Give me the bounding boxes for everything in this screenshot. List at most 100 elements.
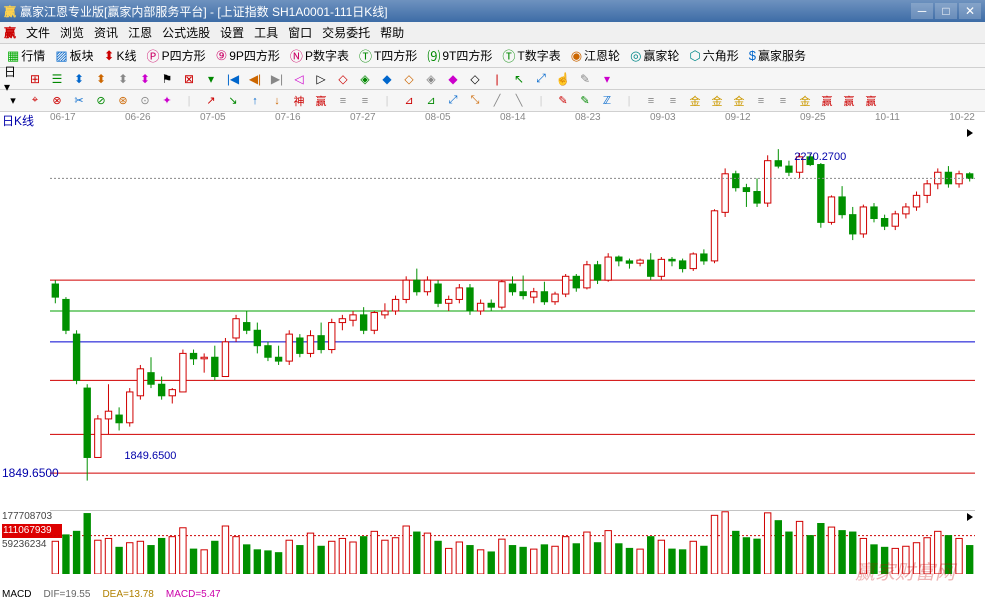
tool-icon[interactable]: ⊿	[422, 93, 440, 109]
tool-icon[interactable]: ⊗	[48, 93, 66, 109]
toolbar-hex[interactable]: ⬡六角形	[686, 46, 741, 65]
tool-icon[interactable]: ℤ	[598, 93, 616, 109]
tool-icon[interactable]: ⚑	[158, 71, 176, 87]
tool-icon[interactable]: ✎	[554, 93, 572, 109]
menu-item[interactable]: 帮助	[380, 24, 404, 41]
tool-icon[interactable]: |	[180, 93, 198, 109]
menu-item[interactable]: 资讯	[94, 24, 118, 41]
tool-icon[interactable]: ⤢	[532, 71, 550, 87]
menu-item[interactable]: 文件	[26, 24, 50, 41]
menu-item[interactable]: 设置	[220, 24, 244, 41]
tool-icon[interactable]: ⬍	[114, 71, 132, 87]
tool-icon[interactable]: ╱	[488, 93, 506, 109]
tool-icon[interactable]: 赢	[818, 93, 836, 109]
tool-icon[interactable]: ⬍	[70, 71, 88, 87]
tool-icon[interactable]: ◈	[422, 71, 440, 87]
tool-icon[interactable]: ◆	[444, 71, 462, 87]
tool-icon[interactable]: 日▾	[4, 71, 22, 87]
tool-icon[interactable]: ▾	[202, 71, 220, 87]
tool-icon[interactable]: 金	[708, 93, 726, 109]
tool-icon[interactable]: ╲	[510, 93, 528, 109]
toolbar-blocks[interactable]: ▨板块	[52, 46, 96, 65]
tool-icon[interactable]: 金	[730, 93, 748, 109]
tool-icon[interactable]: ☰	[48, 71, 66, 87]
tool-icon[interactable]: ◆	[378, 71, 396, 87]
tool-icon[interactable]: ▾	[4, 93, 22, 109]
tool-icon[interactable]: |	[620, 93, 638, 109]
tool-icon[interactable]: ⌖	[26, 93, 44, 109]
tool-icon[interactable]: ↑	[246, 93, 264, 109]
close-button[interactable]: ✕	[959, 3, 981, 19]
menubar: 赢 文件 浏览 资讯 江恩 公式选股 设置 工具 窗口 交易委托 帮助	[0, 22, 985, 44]
tool-icon[interactable]: ⊛	[114, 93, 132, 109]
tool-icon[interactable]: ⬍	[136, 71, 154, 87]
tool-icon[interactable]: ≡	[334, 93, 352, 109]
toolbar-t9[interactable]: ⑼9T四方形	[424, 45, 495, 66]
tool-icon[interactable]: ▶|	[268, 71, 286, 87]
macd-dif: DIF=19.55	[43, 589, 90, 600]
tool-icon[interactable]: ✎	[576, 71, 594, 87]
tool-icon[interactable]: 金	[796, 93, 814, 109]
minimize-button[interactable]: ─	[911, 3, 933, 19]
tool-icon[interactable]: ◀|	[246, 71, 264, 87]
toolbar-ts[interactable]: ⓉT四方形	[356, 45, 420, 66]
tool-icon[interactable]: ☝	[554, 71, 572, 87]
menu-item[interactable]: 交易委托	[322, 24, 370, 41]
tool-icon[interactable]: 金	[686, 93, 704, 109]
date-tick: 08-05	[425, 112, 451, 126]
tool-icon[interactable]: |	[532, 93, 550, 109]
toolbar-wheel[interactable]: ◉江恩轮	[568, 46, 623, 65]
maximize-button[interactable]: □	[935, 3, 957, 19]
kline-chart[interactable]	[50, 126, 975, 496]
menu-item[interactable]: 公式选股	[162, 24, 210, 41]
toolbar-wheel2[interactable]: ◎赢家轮	[627, 46, 682, 65]
tool-icon[interactable]: ✂	[70, 93, 88, 109]
tool-icon[interactable]: ◈	[356, 71, 374, 87]
tool-icon[interactable]: ✎	[576, 93, 594, 109]
tool-icon[interactable]: ▾	[598, 71, 616, 87]
tool-icon[interactable]: ◇	[400, 71, 418, 87]
tool-icon[interactable]: 赢	[840, 93, 858, 109]
tool-icon[interactable]: ⬍	[92, 71, 110, 87]
toolbar-p9[interactable]: ⑨9P四方形	[213, 46, 283, 65]
tool-icon[interactable]: ≡	[664, 93, 682, 109]
volume-chart[interactable]	[50, 510, 975, 574]
tool-icon[interactable]: ⊞	[26, 71, 44, 87]
tool-icon[interactable]: ◁	[290, 71, 308, 87]
menu-item[interactable]: 窗口	[288, 24, 312, 41]
tool-icon[interactable]: ⊿	[400, 93, 418, 109]
toolbar-pn[interactable]: ⓃP数字表	[287, 45, 352, 66]
tool-icon[interactable]: |	[488, 71, 506, 87]
tool-icon[interactable]: ⊘	[92, 93, 110, 109]
tool-icon[interactable]: |◀	[224, 71, 242, 87]
tool-icon[interactable]: ↓	[268, 93, 286, 109]
tool-icon[interactable]: |	[378, 93, 396, 109]
tool-icon[interactable]: ✦	[158, 93, 176, 109]
tool-icon[interactable]: ≡	[774, 93, 792, 109]
tool-icon[interactable]: ≡	[356, 93, 374, 109]
tool-icon[interactable]: ↗	[202, 93, 220, 109]
tool-icon[interactable]: ▷	[312, 71, 330, 87]
tool-icon[interactable]: ↖	[510, 71, 528, 87]
tool-icon[interactable]: ⤡	[466, 93, 484, 109]
tool-icon[interactable]: ↘	[224, 93, 242, 109]
tool-icon[interactable]: ⊠	[180, 71, 198, 87]
tool-icon[interactable]: 神	[290, 93, 308, 109]
tool-icon[interactable]: 赢	[312, 93, 330, 109]
tool-icon[interactable]: ⊙	[136, 93, 154, 109]
toolbar-svc[interactable]: $赢家服务	[746, 46, 809, 65]
tool-icon[interactable]: 赢	[862, 93, 880, 109]
tool-icon[interactable]: ≡	[752, 93, 770, 109]
tool-icon[interactable]: ⤢	[444, 93, 462, 109]
menu-item[interactable]: 浏览	[60, 24, 84, 41]
date-tick: 07-16	[275, 112, 301, 126]
toolbar-kline[interactable]: ⬍K线	[101, 46, 140, 65]
tool-icon[interactable]: ◇	[334, 71, 352, 87]
toolbar-ps[interactable]: ⓅP四方形	[144, 45, 209, 66]
menu-item[interactable]: 工具	[254, 24, 278, 41]
tool-icon[interactable]: ◇	[466, 71, 484, 87]
tool-icon[interactable]: ≡	[642, 93, 660, 109]
app-logo: 赢	[4, 3, 16, 20]
toolbar-tn[interactable]: ⓉT数字表	[499, 45, 563, 66]
menu-item[interactable]: 江恩	[128, 24, 152, 41]
